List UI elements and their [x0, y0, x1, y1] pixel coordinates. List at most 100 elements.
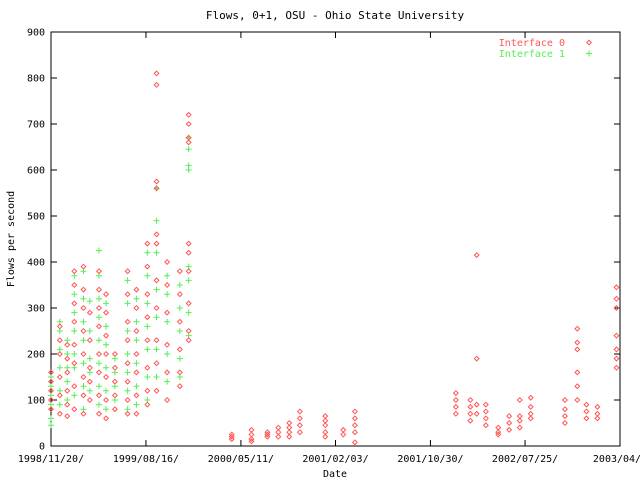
interface-0-point	[56, 350, 63, 358]
interface-0-point	[452, 410, 459, 417]
interface-0-point	[133, 350, 140, 358]
interface-0-point	[248, 436, 255, 443]
interface-0-point	[124, 410, 131, 417]
interface-0-point	[56, 410, 63, 417]
interface-0-point	[185, 337, 192, 344]
x-tick-label: 2000/05/11/	[208, 454, 274, 465]
interface-0-point	[185, 111, 192, 118]
interface-0-point	[124, 268, 131, 275]
y-tick-label: 300	[27, 304, 45, 315]
interface-1-point	[103, 341, 110, 348]
interface-0-point	[144, 263, 151, 270]
interface-0-point	[47, 378, 55, 385]
interface-0-point	[613, 355, 620, 362]
x-axis-label: Date	[323, 469, 347, 480]
interface-0-point	[95, 392, 103, 399]
x-tick-label: 1999/08/16/	[113, 454, 179, 465]
interface-0-point	[153, 337, 160, 344]
interface-1-point	[144, 272, 151, 279]
interface-0-point	[473, 401, 480, 408]
y-tick-label: 700	[27, 120, 45, 131]
interface-1-point	[176, 328, 183, 334]
interface-1-point	[133, 337, 140, 344]
interface-1-point	[80, 318, 87, 325]
interface-0-point	[351, 422, 358, 429]
interface-1-point	[133, 295, 140, 302]
interface-1-point	[103, 300, 110, 307]
interface-0-point	[176, 291, 183, 298]
interface-0-point	[527, 415, 534, 422]
interface-0-point	[351, 415, 358, 422]
interface-0-point	[286, 433, 293, 440]
interface-1-point	[48, 415, 54, 422]
interface-0-point	[296, 429, 303, 436]
interface-0-point	[574, 369, 581, 376]
interface-1-point	[124, 351, 131, 357]
interface-0-point	[561, 419, 568, 427]
interface-1-point	[185, 167, 192, 173]
interface-0-point	[185, 139, 192, 146]
interface-1-point	[185, 277, 192, 284]
chart-title: Flows, 0+1, OSU - Ohio State University	[206, 9, 465, 22]
interface-0-point	[153, 304, 160, 312]
interface-0-point	[583, 408, 590, 415]
interface-1-point	[153, 286, 160, 293]
interface-1-point	[56, 364, 63, 371]
interface-1-point	[176, 305, 183, 311]
interface-0-point	[574, 325, 581, 332]
interface-0-point	[133, 286, 140, 293]
interface-0-point	[124, 337, 131, 344]
interface-0-point	[111, 392, 118, 399]
interface-0-point	[296, 408, 303, 415]
interface-0-point	[467, 396, 474, 404]
interface-0-point	[124, 396, 131, 404]
interface-0-point	[516, 424, 523, 431]
interface-0-point	[228, 433, 235, 440]
interface-0-point	[351, 429, 358, 436]
interface-0-point	[111, 350, 118, 358]
interface-0-point	[164, 396, 171, 404]
interface-0-point	[482, 422, 489, 429]
interface-0-point	[340, 431, 347, 438]
interface-0-point	[164, 281, 171, 289]
interface-0-point	[103, 350, 110, 358]
interface-0-point	[185, 120, 192, 128]
interface-0-point	[71, 360, 78, 367]
interface-1-point	[80, 337, 87, 344]
interface-1-point	[64, 378, 71, 385]
interface-0-point	[351, 439, 358, 446]
interface-0-point	[103, 332, 110, 339]
interface-1-point	[144, 300, 151, 307]
interface-0-point	[64, 401, 71, 408]
interface-0-point	[574, 346, 581, 353]
interface-1-point	[144, 323, 151, 330]
interface-1-point	[96, 401, 103, 408]
interface-0-point	[71, 383, 78, 390]
interface-0-point	[95, 286, 103, 293]
interface-0-point	[351, 408, 358, 415]
interface-1-point	[144, 249, 151, 256]
interface-1-point	[164, 291, 171, 298]
x-tick-label: 2001/02/03/	[302, 454, 368, 465]
interface-0-point	[613, 332, 620, 339]
y-tick-label: 200	[27, 350, 45, 361]
y-tick-label: 0	[39, 442, 45, 453]
interface-0-point	[103, 415, 110, 422]
interface-0-point	[95, 268, 103, 275]
interface-0-point	[482, 401, 489, 408]
interface-1-point	[176, 282, 183, 288]
interface-0-point	[452, 396, 459, 404]
interface-1-point	[96, 247, 103, 254]
interface-0-point	[296, 415, 303, 422]
interface-0-point	[133, 304, 140, 312]
interface-0-point	[506, 419, 513, 427]
interface-1-point	[103, 364, 110, 371]
interface-1-point	[80, 360, 87, 367]
interface-0-point	[613, 295, 620, 302]
y-tick-label: 600	[27, 166, 45, 177]
interface-0-point	[103, 373, 110, 381]
interface-1-point	[124, 328, 131, 334]
interface-1-point	[144, 346, 151, 353]
